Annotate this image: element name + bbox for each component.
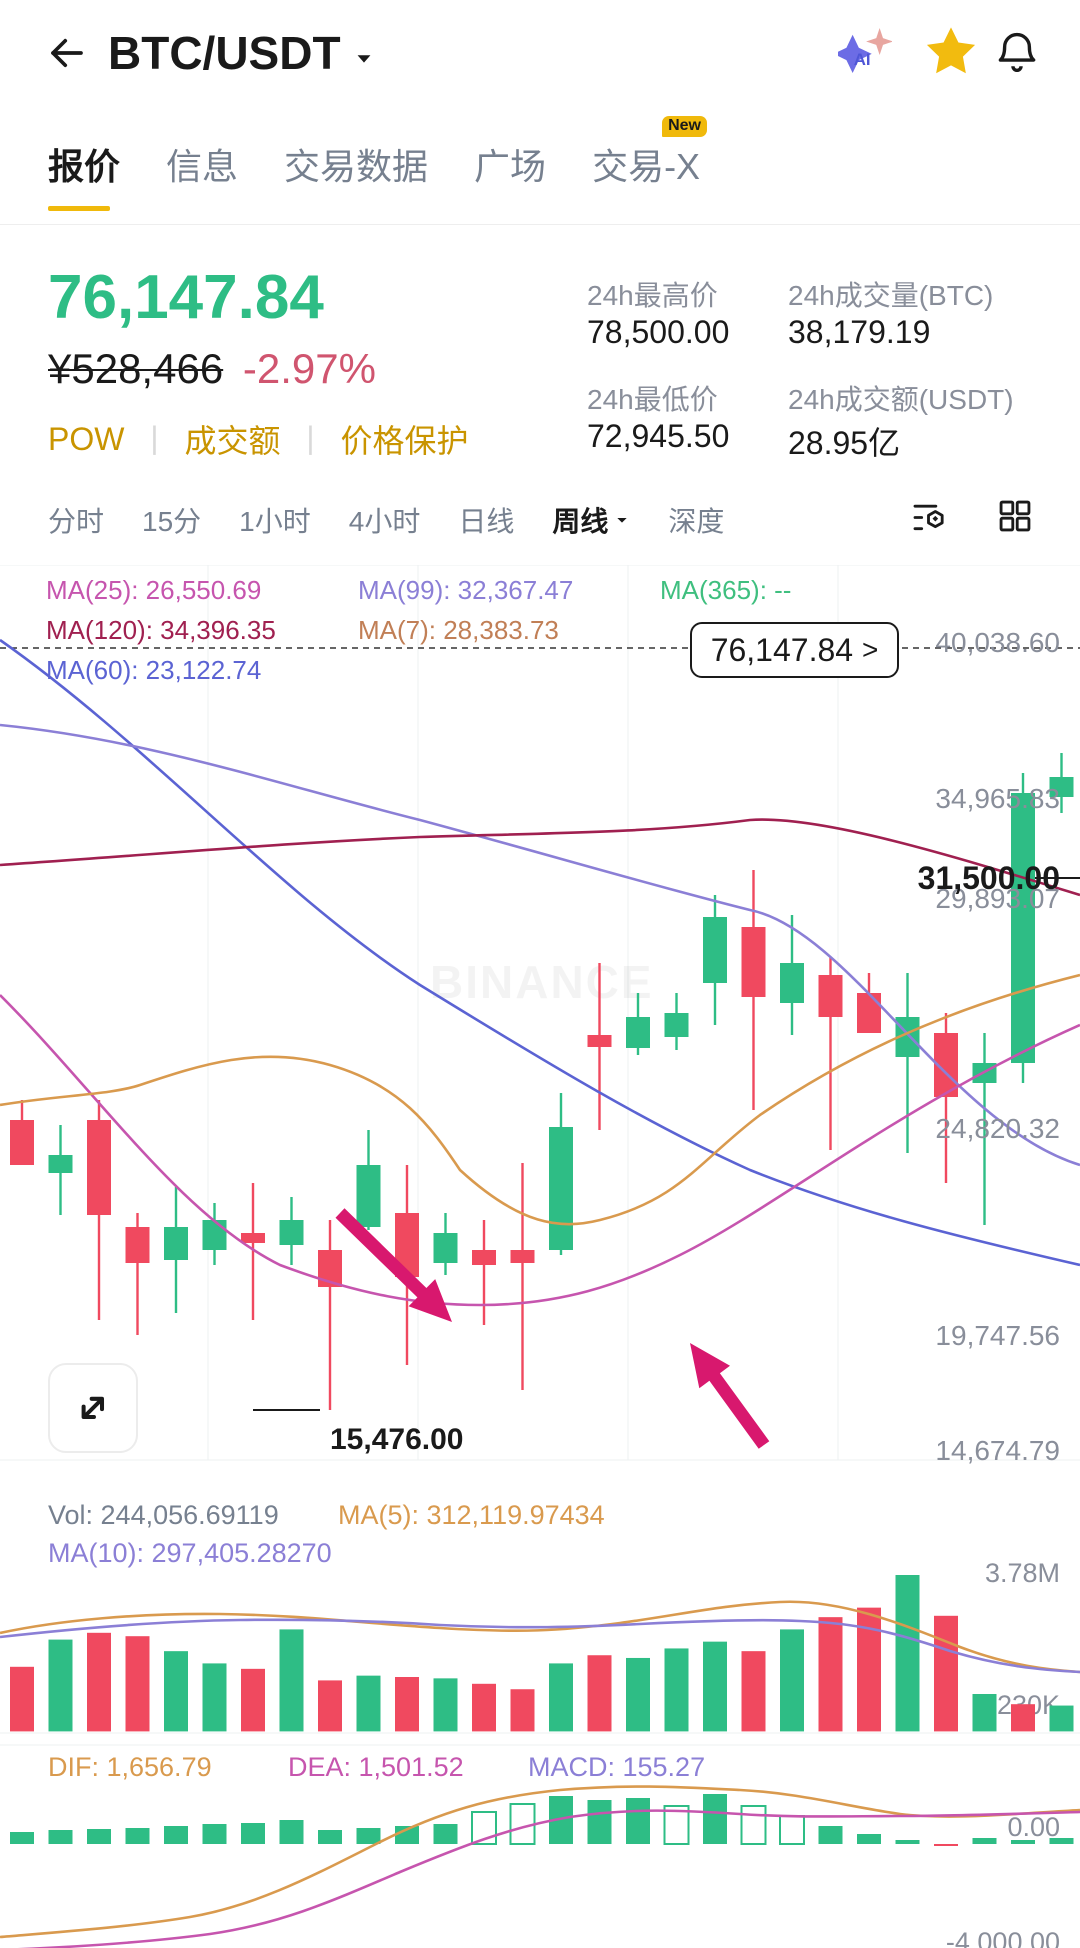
svg-text:AI: AI [854,50,871,69]
